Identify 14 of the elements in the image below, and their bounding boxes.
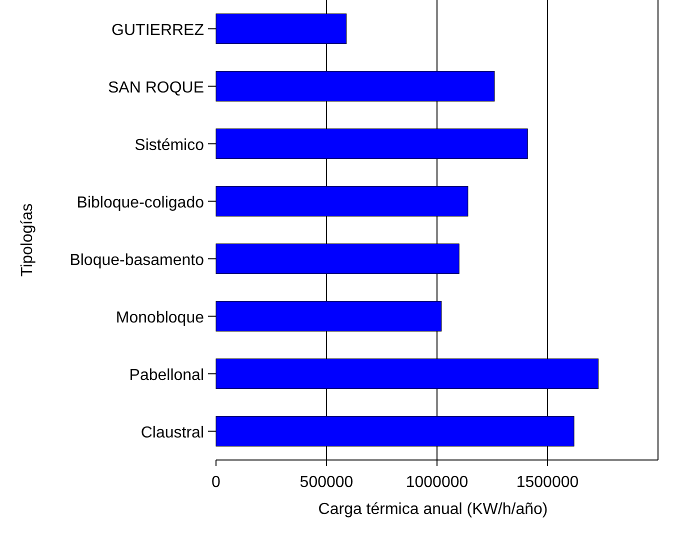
y-tick-label: Bloque-basamento: [70, 252, 204, 269]
x-tick-label: 1000000: [406, 474, 468, 491]
y-tick-label: Pabellonal: [129, 366, 204, 384]
y-tick-label: SAN ROQUE: [108, 79, 204, 96]
y-tick-label: Sistémico: [134, 136, 204, 154]
y-tick-label: Monobloque: [116, 309, 204, 326]
y-tick-label: Claustral: [140, 424, 204, 442]
y-tick-label: GUTIERREZ: [112, 22, 204, 39]
x-tick-label: 500000: [300, 474, 354, 491]
x-axis-title: Carga térmica anual (KW/h/año): [318, 501, 548, 518]
x-tick-label: 1500000: [516, 474, 579, 491]
x-tick-label: 0: [212, 474, 221, 491]
y-tick-label: Bibloque-coligado: [76, 194, 204, 212]
y-axis-title: Tipologías: [19, 203, 36, 277]
